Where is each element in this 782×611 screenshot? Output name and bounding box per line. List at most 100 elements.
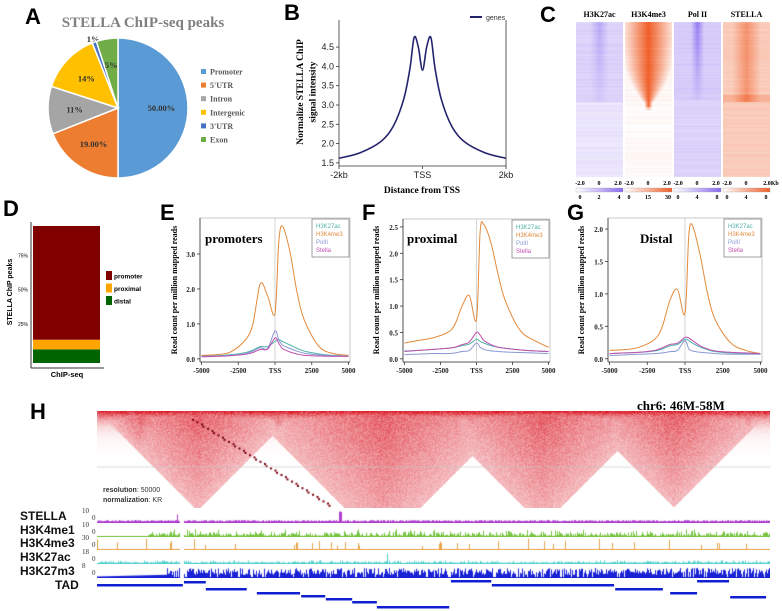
y-tick-label: 2.5: [389, 224, 398, 232]
series-line-polii: [404, 342, 549, 356]
y-tick-label: 3.0: [186, 251, 195, 259]
pie-slice-5utr: [51, 106, 119, 179]
y-tick-label: 2.0: [594, 226, 603, 234]
pie-data-label: 19.00%: [80, 139, 108, 149]
track-min: 0: [92, 569, 96, 577]
heatmap-x-tick-label: 2.0: [663, 181, 671, 187]
track-min: 0: [92, 555, 96, 563]
legend-label: PolII: [516, 241, 528, 247]
y-tick-label: 1.0: [594, 291, 603, 299]
legend-label: PolII: [316, 240, 328, 246]
tad-segment: [352, 601, 377, 604]
legend-swatch: [201, 82, 206, 88]
pie-data-label: 14%: [78, 73, 95, 83]
legend-label: H3K27ac: [728, 224, 753, 230]
y-tick-label: 2.5: [321, 119, 334, 129]
x-tick-label: -5000: [396, 367, 413, 375]
legend-label: H3K4me3: [728, 232, 755, 238]
heatmap-x-tick-label: 0: [598, 181, 601, 187]
legend-label: distal: [114, 299, 131, 306]
track-label: H3K27m3: [20, 564, 75, 578]
colorbar-label: 4: [696, 195, 699, 201]
tad-segment: [450, 580, 492, 583]
plot-annotation: proximal: [407, 231, 458, 246]
series-line-h3k4me3: [201, 225, 349, 356]
colorbar-label: 2: [598, 195, 601, 201]
pie-data-label: 50.00%: [148, 103, 176, 113]
legend-swatch: [106, 296, 112, 305]
y-axis-label: Read count per million mapped reads: [170, 226, 179, 354]
colorbar: [673, 187, 722, 193]
region-label: chr6: 46M-58M: [637, 398, 725, 413]
x-tick-label: 5000: [542, 367, 557, 375]
track-label: H3K4me1: [20, 523, 75, 537]
plot-annotation: promoters: [205, 231, 263, 246]
legend-label: 3'UTR: [210, 122, 233, 131]
heatmap-x-tick-label: 2.0Kb: [763, 181, 779, 187]
colorbar: [575, 187, 624, 193]
legend-label: Exon: [210, 136, 228, 145]
track-max: 8: [82, 562, 86, 570]
signal-track-stella: [97, 510, 770, 523]
pie-data-label: 11%: [66, 104, 83, 114]
series-line-h3k4me3: [404, 221, 549, 348]
legend-label: promoter: [114, 274, 143, 281]
plot-annotation: Distal: [640, 231, 673, 246]
y-axis-label: Normalize STELLA ChIP: [296, 39, 306, 145]
legend-label: PolII: [728, 240, 740, 246]
colorbar-label: 0: [579, 195, 582, 201]
pie-data-label: 1%: [87, 34, 100, 44]
colorbar: [624, 187, 673, 193]
line-chart-f: -5000 -2500 TSS 2500 5000 0.0 0.5 1.0 1.5 2.0 2.5 R…: [372, 218, 557, 375]
track-max: 10: [82, 521, 89, 529]
y-tick-label: 1.5: [389, 277, 398, 285]
legend-box: [723, 218, 762, 258]
tad-segment: [325, 598, 353, 601]
legend-swatch: [201, 137, 206, 142]
y-tick-label: 25%: [18, 322, 29, 328]
x-tick-label: TSS: [470, 367, 483, 375]
y-tick-label: 2.0: [186, 286, 195, 294]
signal-track-h3k4me1: [97, 524, 770, 537]
heatmap-x-tick-label: -2.0: [575, 181, 585, 187]
heatmap-h3k27ac: [576, 22, 623, 177]
y-tick-label: 75%: [18, 253, 29, 259]
legend-label: H3K4me3: [316, 232, 343, 238]
y-axis-label: STELLA ChIP peaks: [7, 259, 14, 326]
resolution-label: resolution: [103, 487, 137, 494]
track-max: 30: [82, 534, 89, 542]
track-max: 18: [82, 548, 89, 556]
tad-segment: [670, 592, 698, 595]
y-tick-label: 3.0: [321, 100, 334, 110]
colorbar-label: 4: [618, 195, 621, 201]
bar-segment-proximal: [33, 339, 100, 350]
y-tick-label: 4.0: [321, 61, 334, 71]
y-axis-label: Read count per million mapped reads: [577, 226, 586, 354]
pie-slice-promoter: [117, 37, 189, 179]
colorbar-label: 0: [677, 195, 680, 201]
x-tick-label: 2500: [716, 367, 731, 375]
legend-box: [311, 218, 350, 258]
pie-chart: STELLA ChIP-seq peaks 50.00% 19.00% 11% 14% 1…: [47, 15, 246, 179]
colorbar-label: 8: [716, 195, 719, 201]
tad-segment: [491, 584, 615, 587]
y-tick-label: 1.5: [594, 258, 603, 266]
hic-contact-map: [97, 411, 770, 508]
heatmap-x-tick-label: 0: [745, 181, 748, 187]
colorbar-label: 4: [745, 195, 748, 201]
track-min: 0: [92, 514, 96, 522]
tad-segment: [97, 584, 183, 587]
panel-letter-c: C: [540, 2, 556, 27]
legend-label: genes: [486, 15, 506, 22]
heatmap-x-tick-label: 0: [696, 181, 699, 187]
heatmap-axis: -2.0 0 2.0 0 4 8: [673, 181, 722, 201]
line-chart-g: -5000 -2500 TSS 2500 5000 0.0 0.5 1.0 1.5 2.0 Read…: [577, 217, 768, 375]
legend-label: Intron: [210, 95, 233, 104]
heatmap-axis: -2.0 0 2.0 0 15 30: [624, 181, 673, 201]
x-tick-label: -2500: [639, 367, 656, 375]
x-tick-label: TSS: [414, 170, 432, 180]
colorbar-label: 0: [628, 195, 631, 201]
signal-track-h3k27m3: [97, 565, 770, 578]
resolution-value: 50000: [140, 487, 161, 494]
